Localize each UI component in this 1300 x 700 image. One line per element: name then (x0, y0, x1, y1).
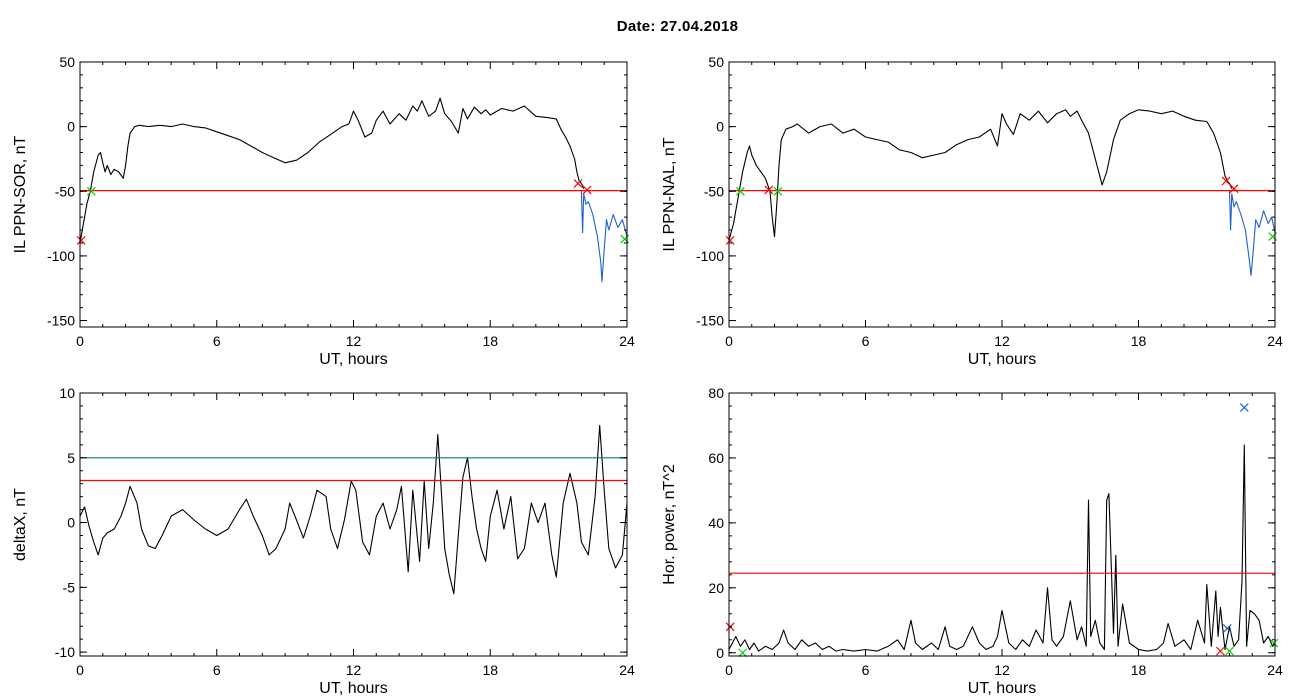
x-axis-label: UT, hours (319, 351, 387, 368)
marker-5 (1225, 646, 1234, 656)
y-axis-label: Hor. power, nT^2 (661, 464, 678, 585)
series-line-1 (728, 444, 1276, 652)
y-tick-label: 0 (67, 515, 75, 531)
plot-frame (79, 61, 628, 328)
marker-4 (773, 186, 783, 196)
y-axis-label: deltaX, nT (12, 488, 29, 561)
chart-panel-1: 0 6 12 18 24 50 0 -50 -100 -150 UT, hours IL PPN-SO… (12, 54, 635, 368)
marker-6 (1239, 403, 1249, 413)
marker-3 (1215, 646, 1225, 656)
y-tick-label: -150 (696, 313, 724, 329)
x-tick-label: 12 (994, 662, 1010, 678)
x-tick-label: 12 (994, 333, 1010, 349)
y-tick-label: -50 (704, 183, 724, 199)
marker-2 (738, 648, 748, 658)
plot-frame (728, 61, 1276, 328)
series-line-2 (1228, 191, 1276, 276)
y-tick-label: 50 (708, 54, 724, 70)
x-tick-label: 24 (619, 333, 635, 349)
y-tick-label: 0 (67, 119, 75, 135)
plot-frame (728, 392, 1276, 657)
marker-4 (1222, 623, 1232, 633)
marker-5 (1221, 176, 1231, 186)
y-tick-label: 5 (67, 450, 75, 466)
marker-4 (582, 185, 592, 195)
x-tick-label: 18 (482, 333, 498, 349)
y-axis-label: IL PPN-SOR, nT (12, 135, 29, 253)
x-tick-label: 6 (862, 662, 870, 678)
x-tick-label: 24 (1267, 333, 1283, 349)
x-tick-label: 12 (346, 662, 362, 678)
x-tick-label: 18 (1131, 333, 1147, 349)
series-line-1 (79, 424, 628, 595)
y-tick-label: 50 (59, 54, 75, 70)
series-line-2 (580, 191, 628, 283)
chart-panel-3: 0 6 12 18 24 10 5 0 -5 -10 UT, hours deltaX, nT (12, 385, 635, 697)
y-tick-label: 80 (708, 385, 724, 401)
y-tick-label: 0 (716, 119, 724, 135)
x-tick-label: 0 (725, 333, 733, 349)
marker-3 (573, 179, 583, 188)
x-tick-label: 18 (1131, 662, 1147, 678)
y-tick-label: -10 (55, 644, 75, 660)
y-tick-label: -50 (55, 183, 75, 199)
x-tick-label: 24 (1267, 662, 1283, 678)
y-tick-label: -100 (696, 248, 724, 264)
x-tick-label: 0 (76, 333, 84, 349)
marker-1 (725, 235, 735, 245)
series-line-1 (79, 97, 585, 244)
y-tick-label: 20 (708, 580, 724, 596)
marker-3 (764, 185, 774, 195)
y-tick-label: -100 (47, 248, 75, 264)
y-tick-label: 10 (59, 385, 75, 401)
y-axis-label: IL PPN-NAL, nT (661, 137, 678, 251)
x-axis-label: UT, hours (968, 680, 1036, 697)
marker-7 (1268, 232, 1278, 241)
x-tick-label: 6 (862, 333, 870, 349)
x-axis-label: UT, hours (968, 351, 1036, 368)
x-axis-label: UT, hours (319, 680, 387, 697)
marker-5 (620, 234, 630, 244)
plot-frame (79, 392, 628, 657)
chart-panel-4: 0 6 12 18 24 80 60 40 20 0 UT, hours Hor. power, nT… (661, 385, 1283, 697)
marker-2 (86, 186, 96, 196)
x-tick-label: 0 (725, 662, 733, 678)
chart-panel-2: 0 6 12 18 24 50 0 -50 -100 -150 UT, hours IL PPN-NA… (661, 54, 1283, 368)
x-tick-label: 12 (346, 333, 362, 349)
figure-title: Date: 27.04.2018 (616, 18, 739, 35)
marker-1 (76, 235, 86, 245)
y-tick-label: 40 (708, 515, 724, 531)
x-tick-label: 6 (213, 333, 221, 349)
x-tick-label: 24 (619, 662, 635, 678)
x-tick-label: 0 (76, 662, 84, 678)
y-tick-label: 0 (716, 645, 724, 661)
x-tick-label: 6 (213, 662, 221, 678)
marker-2 (735, 186, 745, 196)
marker-7 (1269, 638, 1279, 648)
y-tick-label: -150 (47, 313, 75, 329)
y-tick-label: 60 (708, 450, 724, 466)
x-tick-label: 18 (482, 662, 498, 678)
marker-6 (1229, 184, 1239, 194)
y-tick-label: -5 (63, 579, 76, 595)
series-line-1 (728, 109, 1233, 241)
